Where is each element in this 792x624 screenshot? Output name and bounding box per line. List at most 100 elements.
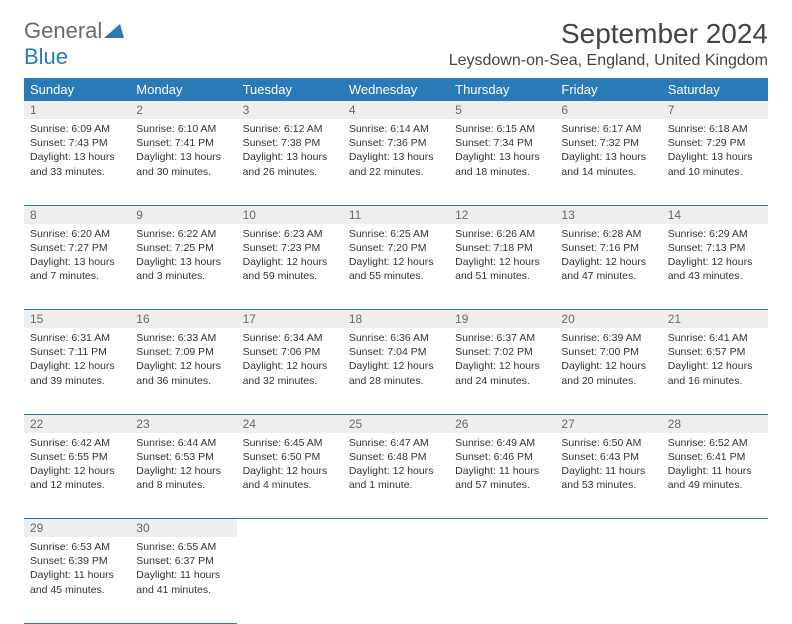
day-content-row: Sunrise: 6:31 AMSunset: 7:11 PMDaylight:…	[24, 328, 768, 414]
day-number: 25	[343, 414, 449, 433]
sunset-text: Sunset: 6:48 PM	[349, 450, 443, 464]
daylight-text: Daylight: 11 hours and 57 minutes.	[455, 464, 549, 492]
sunset-text: Sunset: 7:41 PM	[136, 136, 230, 150]
day-details: Sunrise: 6:33 AMSunset: 7:09 PMDaylight:…	[130, 328, 236, 394]
sunrise-text: Sunrise: 6:45 AM	[243, 436, 337, 450]
day-details: Sunrise: 6:26 AMSunset: 7:18 PMDaylight:…	[449, 224, 555, 290]
day-details: Sunrise: 6:29 AMSunset: 7:13 PMDaylight:…	[662, 224, 768, 290]
day-number-row: 22232425262728	[24, 414, 768, 433]
daylight-text: Daylight: 12 hours and 43 minutes.	[668, 255, 762, 283]
day-content-row: Sunrise: 6:42 AMSunset: 6:55 PMDaylight:…	[24, 433, 768, 519]
daylight-text: Daylight: 13 hours and 33 minutes.	[30, 150, 124, 178]
sunset-text: Sunset: 6:43 PM	[561, 450, 655, 464]
daylight-text: Daylight: 12 hours and 55 minutes.	[349, 255, 443, 283]
weekday-header: Friday	[555, 78, 661, 101]
sunrise-text: Sunrise: 6:53 AM	[30, 540, 124, 554]
day-number: 21	[662, 310, 768, 329]
day-details: Sunrise: 6:41 AMSunset: 6:57 PMDaylight:…	[662, 328, 768, 394]
day-number: 17	[237, 310, 343, 329]
day-number: 2	[130, 101, 236, 119]
sunset-text: Sunset: 7:25 PM	[136, 241, 230, 255]
day-cell: Sunrise: 6:31 AMSunset: 7:11 PMDaylight:…	[24, 328, 130, 414]
day-details: Sunrise: 6:23 AMSunset: 7:23 PMDaylight:…	[237, 224, 343, 290]
day-details: Sunrise: 6:45 AMSunset: 6:50 PMDaylight:…	[237, 433, 343, 499]
daylight-text: Daylight: 12 hours and 47 minutes.	[561, 255, 655, 283]
daylight-text: Daylight: 12 hours and 8 minutes.	[136, 464, 230, 492]
day-cell: Sunrise: 6:09 AMSunset: 7:43 PMDaylight:…	[24, 119, 130, 205]
calendar-table: SundayMondayTuesdayWednesdayThursdayFrid…	[24, 78, 768, 624]
sunrise-text: Sunrise: 6:25 AM	[349, 227, 443, 241]
day-details: Sunrise: 6:44 AMSunset: 6:53 PMDaylight:…	[130, 433, 236, 499]
daylight-text: Daylight: 13 hours and 3 minutes.	[136, 255, 230, 283]
sunrise-text: Sunrise: 6:14 AM	[349, 122, 443, 136]
brand-part1: General	[24, 18, 102, 43]
daylight-text: Daylight: 11 hours and 41 minutes.	[136, 568, 230, 596]
day-details: Sunrise: 6:39 AMSunset: 7:00 PMDaylight:…	[555, 328, 661, 394]
sunset-text: Sunset: 7:43 PM	[30, 136, 124, 150]
weekday-header: Wednesday	[343, 78, 449, 101]
header: General Blue September 2024 Leysdown-on-…	[24, 18, 768, 70]
sunset-text: Sunset: 7:16 PM	[561, 241, 655, 255]
sunset-text: Sunset: 6:46 PM	[455, 450, 549, 464]
day-cell: Sunrise: 6:17 AMSunset: 7:32 PMDaylight:…	[555, 119, 661, 205]
sunrise-text: Sunrise: 6:42 AM	[30, 436, 124, 450]
day-cell: Sunrise: 6:41 AMSunset: 6:57 PMDaylight:…	[662, 328, 768, 414]
day-cell: Sunrise: 6:14 AMSunset: 7:36 PMDaylight:…	[343, 119, 449, 205]
sunset-text: Sunset: 7:06 PM	[243, 345, 337, 359]
day-number: 5	[449, 101, 555, 119]
sunrise-text: Sunrise: 6:20 AM	[30, 227, 124, 241]
day-number: 3	[237, 101, 343, 119]
day-cell: Sunrise: 6:45 AMSunset: 6:50 PMDaylight:…	[237, 433, 343, 519]
sunset-text: Sunset: 6:37 PM	[136, 554, 230, 568]
day-details: Sunrise: 6:15 AMSunset: 7:34 PMDaylight:…	[449, 119, 555, 185]
day-cell: Sunrise: 6:22 AMSunset: 7:25 PMDaylight:…	[130, 224, 236, 310]
day-details: Sunrise: 6:34 AMSunset: 7:06 PMDaylight:…	[237, 328, 343, 394]
day-details: Sunrise: 6:12 AMSunset: 7:38 PMDaylight:…	[237, 119, 343, 185]
daylight-text: Daylight: 12 hours and 51 minutes.	[455, 255, 549, 283]
day-number-row: 15161718192021	[24, 310, 768, 329]
day-cell: Sunrise: 6:52 AMSunset: 6:41 PMDaylight:…	[662, 433, 768, 519]
day-cell: Sunrise: 6:34 AMSunset: 7:06 PMDaylight:…	[237, 328, 343, 414]
sunrise-text: Sunrise: 6:29 AM	[668, 227, 762, 241]
day-details: Sunrise: 6:22 AMSunset: 7:25 PMDaylight:…	[130, 224, 236, 290]
day-cell	[662, 537, 768, 623]
day-number	[449, 519, 555, 538]
daylight-text: Daylight: 13 hours and 26 minutes.	[243, 150, 337, 178]
day-cell	[449, 537, 555, 623]
sunrise-text: Sunrise: 6:12 AM	[243, 122, 337, 136]
day-details: Sunrise: 6:47 AMSunset: 6:48 PMDaylight:…	[343, 433, 449, 499]
day-content-row: Sunrise: 6:53 AMSunset: 6:39 PMDaylight:…	[24, 537, 768, 623]
daylight-text: Daylight: 12 hours and 59 minutes.	[243, 255, 337, 283]
day-cell: Sunrise: 6:20 AMSunset: 7:27 PMDaylight:…	[24, 224, 130, 310]
day-number: 27	[555, 414, 661, 433]
sunset-text: Sunset: 7:29 PM	[668, 136, 762, 150]
day-details: Sunrise: 6:28 AMSunset: 7:16 PMDaylight:…	[555, 224, 661, 290]
day-details: Sunrise: 6:09 AMSunset: 7:43 PMDaylight:…	[24, 119, 130, 185]
day-number	[343, 519, 449, 538]
sunrise-text: Sunrise: 6:22 AM	[136, 227, 230, 241]
day-number: 11	[343, 205, 449, 224]
weekday-header: Tuesday	[237, 78, 343, 101]
day-details: Sunrise: 6:10 AMSunset: 7:41 PMDaylight:…	[130, 119, 236, 185]
sunrise-text: Sunrise: 6:18 AM	[668, 122, 762, 136]
sunrise-text: Sunrise: 6:36 AM	[349, 331, 443, 345]
day-number: 23	[130, 414, 236, 433]
daylight-text: Daylight: 12 hours and 24 minutes.	[455, 359, 549, 387]
sunset-text: Sunset: 7:00 PM	[561, 345, 655, 359]
brand-text: General Blue	[24, 18, 124, 70]
sunrise-text: Sunrise: 6:50 AM	[561, 436, 655, 450]
weekday-header-row: SundayMondayTuesdayWednesdayThursdayFrid…	[24, 78, 768, 101]
day-details: Sunrise: 6:18 AMSunset: 7:29 PMDaylight:…	[662, 119, 768, 185]
sunset-text: Sunset: 7:02 PM	[455, 345, 549, 359]
day-number: 10	[237, 205, 343, 224]
daylight-text: Daylight: 13 hours and 22 minutes.	[349, 150, 443, 178]
sunrise-text: Sunrise: 6:26 AM	[455, 227, 549, 241]
sunset-text: Sunset: 7:09 PM	[136, 345, 230, 359]
daylight-text: Daylight: 12 hours and 16 minutes.	[668, 359, 762, 387]
day-details: Sunrise: 6:55 AMSunset: 6:37 PMDaylight:…	[130, 537, 236, 603]
weekday-header: Monday	[130, 78, 236, 101]
day-number: 24	[237, 414, 343, 433]
day-number: 19	[449, 310, 555, 329]
sunrise-text: Sunrise: 6:34 AM	[243, 331, 337, 345]
daylight-text: Daylight: 12 hours and 36 minutes.	[136, 359, 230, 387]
